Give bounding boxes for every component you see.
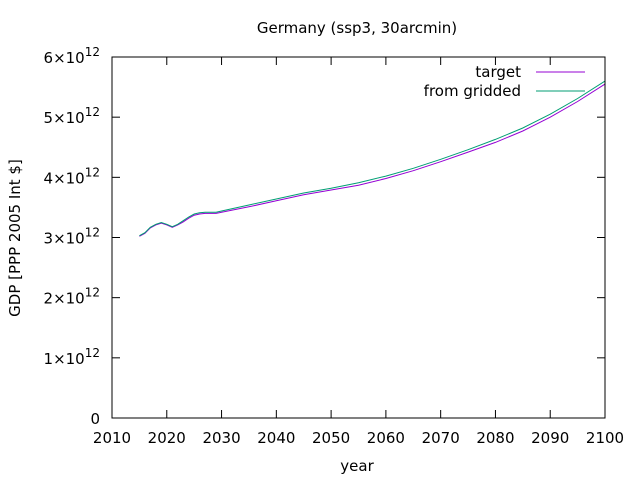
series-line-1 bbox=[139, 80, 606, 237]
plot-area-frame bbox=[111, 56, 606, 419]
y-tick-label: 2×1012 bbox=[44, 286, 100, 308]
y-tick-multiplier: ×10 bbox=[53, 350, 85, 368]
y-tick-exponent: 12 bbox=[85, 226, 100, 240]
y-axis-label: GDP [PPP 2005 Int $] bbox=[6, 159, 24, 317]
y-tick-label: 5×1012 bbox=[44, 105, 100, 127]
y-tick-mantissa: 3 bbox=[44, 230, 54, 248]
y-tick-multiplier: ×10 bbox=[53, 290, 85, 308]
x-tick-label: 2020 bbox=[148, 429, 186, 447]
y-tick-exponent: 12 bbox=[85, 105, 100, 119]
y-tick-mantissa: 5 bbox=[44, 109, 54, 127]
y-tick-label: 4×1012 bbox=[44, 165, 100, 187]
y-tick-multiplier: ×10 bbox=[53, 230, 85, 248]
legend-label: target bbox=[475, 63, 521, 81]
y-tick-label: 3×1012 bbox=[44, 226, 100, 248]
x-tick-label: 2050 bbox=[312, 429, 350, 447]
x-tick-label: 2060 bbox=[367, 429, 405, 447]
x-tick-label: 2080 bbox=[476, 429, 514, 447]
x-tick-label: 2030 bbox=[202, 429, 240, 447]
y-tick-multiplier: ×10 bbox=[53, 169, 85, 187]
legend-label: from gridded bbox=[424, 82, 521, 100]
ticks-layer: 2010 2020 2030 2040 2050 2060 2070 2080 2090 2100… bbox=[44, 45, 625, 447]
x-tick-label: 2100 bbox=[586, 429, 624, 447]
y-tick-multiplier: ×10 bbox=[53, 109, 85, 127]
y-tick-exponent: 12 bbox=[85, 346, 100, 360]
x-tick-label: 2040 bbox=[257, 429, 295, 447]
x-tick-label: 2090 bbox=[531, 429, 569, 447]
y-tick-mantissa: 2 bbox=[44, 290, 54, 308]
chart-title: Germany (ssp3, 30arcmin) bbox=[257, 19, 457, 37]
y-tick-exponent: 12 bbox=[85, 165, 100, 179]
y-tick-multiplier: ×10 bbox=[53, 49, 85, 67]
y-tick-exponent: 12 bbox=[85, 45, 100, 59]
series-layer bbox=[139, 80, 606, 237]
y-tick-mantissa: 6 bbox=[44, 49, 54, 67]
x-tick-label: 2070 bbox=[422, 429, 460, 447]
y-tick-label: 1×1012 bbox=[44, 346, 100, 368]
y-tick-label: 0 bbox=[90, 410, 100, 428]
y-tick-mantissa: 4 bbox=[44, 169, 54, 187]
y-tick-label: 6×1012 bbox=[44, 45, 100, 67]
y-tick-exponent: 12 bbox=[85, 286, 100, 300]
x-tick-label: 2010 bbox=[93, 429, 131, 447]
y-tick-mantissa: 1 bbox=[44, 350, 54, 368]
x-axis-label: year bbox=[340, 457, 374, 475]
series-line-0 bbox=[139, 83, 606, 237]
